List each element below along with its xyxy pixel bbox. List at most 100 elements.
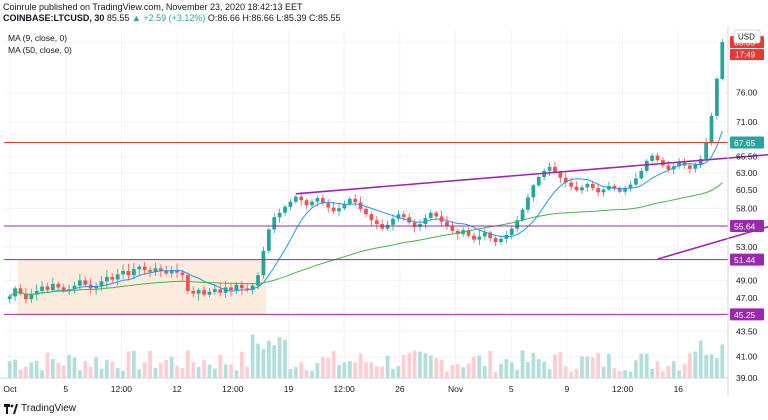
candle-body xyxy=(99,281,104,287)
candle-body xyxy=(364,209,368,215)
change-label: ▲ +2.59 (+3.12%) xyxy=(131,13,206,23)
currency-button-label[interactable]: USD xyxy=(738,33,755,42)
volume-bar xyxy=(137,369,142,378)
time-tick-label: Nov xyxy=(448,384,464,394)
candle-body xyxy=(553,166,557,173)
indicator-ma-50[interactable]: MA (50, close, 0) xyxy=(8,45,72,55)
price-badge xyxy=(730,253,764,266)
volume-bar xyxy=(418,351,422,378)
volume-bar xyxy=(607,353,611,378)
price-axis[interactable]: 39.00 41.00 43.50 45.25 47.00 49.00 51.44 53.00… xyxy=(727,26,764,396)
volume-bar xyxy=(563,366,568,378)
candle-body xyxy=(520,209,525,221)
candle-body xyxy=(158,268,163,271)
volume-bar xyxy=(164,359,169,378)
volume-bar xyxy=(131,350,136,378)
candle-body xyxy=(509,228,514,235)
volume-bar xyxy=(353,362,358,378)
volume-bar xyxy=(709,354,714,378)
volume-bar xyxy=(601,366,606,378)
volume-bar xyxy=(99,368,104,378)
volume-bar xyxy=(698,340,703,378)
price-tick-label: 53.00 xyxy=(736,242,758,252)
volume-bar xyxy=(158,362,163,378)
volume-bar xyxy=(358,353,363,378)
price-badge xyxy=(730,220,764,233)
candle-body xyxy=(536,177,541,186)
candle-body xyxy=(283,206,287,213)
candle-body xyxy=(466,230,471,236)
volume-bar xyxy=(13,359,17,378)
chart-canvas[interactable]: 39.00 41.00 43.50 45.25 47.00 49.00 51.44 53.00… xyxy=(0,26,768,400)
volume-bar xyxy=(88,366,93,378)
volume-bar xyxy=(639,353,644,378)
candle-body xyxy=(698,158,703,165)
volume-bar xyxy=(229,364,233,378)
candle-body xyxy=(18,288,23,294)
volume-bars xyxy=(7,334,725,378)
candle-body xyxy=(288,201,293,207)
volume-bar xyxy=(169,357,174,378)
candle-body xyxy=(272,217,277,230)
price-badge-label: 67.65 xyxy=(734,138,756,148)
candle-body xyxy=(310,201,314,206)
price-tick-label: 41.00 xyxy=(736,352,758,362)
symbol-label[interactable]: COINBASE:LTCUSD, 30 xyxy=(3,13,105,23)
volume-bar xyxy=(434,357,439,378)
volume-bar xyxy=(299,362,304,378)
indicator-ma-9[interactable]: MA (9, close, 0) xyxy=(8,33,67,43)
volume-bar xyxy=(45,352,50,378)
volume-bar xyxy=(223,364,228,378)
countdown-label: 17:49 xyxy=(735,51,756,60)
time-tick-label: 19 xyxy=(284,384,294,394)
volume-bar xyxy=(401,355,406,378)
volume-bar xyxy=(428,355,433,378)
volume-bar xyxy=(547,369,552,378)
candle-body xyxy=(401,214,406,218)
candle-body xyxy=(655,155,660,161)
candle-body xyxy=(596,188,601,193)
candle-body xyxy=(142,266,147,271)
volume-bar xyxy=(218,354,223,378)
volume-bar xyxy=(461,367,466,378)
candle-body xyxy=(445,221,449,227)
price-chart[interactable]: 39.00 41.00 43.50 45.25 47.00 49.00 51.44 53.00… xyxy=(0,26,768,400)
volume-bar xyxy=(439,359,444,378)
volume-bar xyxy=(369,362,374,378)
candle-body xyxy=(347,198,352,204)
candle-body xyxy=(623,188,628,192)
volume-bar xyxy=(450,364,455,378)
candle-body xyxy=(407,217,412,223)
candle-body xyxy=(202,290,206,295)
volume-bar xyxy=(477,355,482,378)
currency-button[interactable] xyxy=(733,29,761,44)
volume-bar xyxy=(520,350,525,378)
time-tick-label: 12:00 xyxy=(111,384,133,394)
candle-body xyxy=(40,286,44,291)
volume-bar xyxy=(126,351,131,378)
candle-body xyxy=(29,294,34,300)
candle-body xyxy=(374,220,379,225)
candle-body xyxy=(580,187,584,191)
volume-bar xyxy=(148,350,152,378)
time-tick-label: 5 xyxy=(63,384,68,394)
publisher-line: Coinrule published on TradingView.com, N… xyxy=(3,2,303,12)
volume-bar xyxy=(536,359,541,378)
volume-bar xyxy=(245,366,250,378)
volume-bar xyxy=(482,366,487,378)
volume-bar xyxy=(29,362,34,378)
candle-body xyxy=(628,184,633,189)
ohlc-label: O:86.66 H:86.66 L:85.39 C:85.55 xyxy=(207,13,341,23)
volume-bar xyxy=(207,364,212,378)
time-axis[interactable]: Oct 5 12:00 12 12:00 19 12:00 26 Nov 5 9 12:00 16 xyxy=(0,377,728,394)
candle-body xyxy=(315,198,320,202)
candle-body xyxy=(299,196,304,201)
volume-bar xyxy=(720,344,725,378)
candle-body xyxy=(261,250,266,276)
tradingview-logo[interactable]: TradingView xyxy=(4,403,76,414)
candle-body xyxy=(482,232,487,237)
candle-body xyxy=(493,238,498,243)
price-tick-label: 58.00 xyxy=(736,203,758,213)
volume-bar xyxy=(644,353,649,378)
volume-bar xyxy=(347,361,352,378)
